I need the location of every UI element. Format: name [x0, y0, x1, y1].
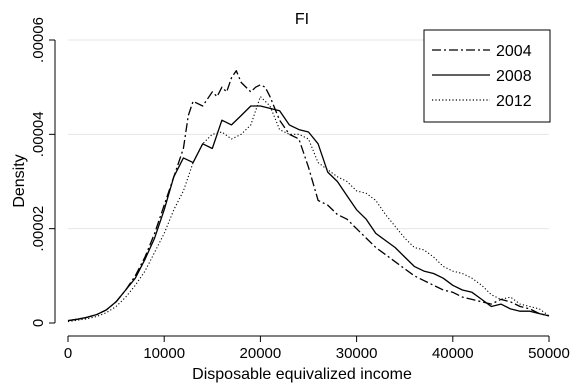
y-tick-label-2: .00004	[30, 111, 47, 157]
y-tick-label-3: .00006	[30, 17, 47, 63]
series-line-2008	[67, 105, 550, 322]
legend-label-2008: 2008	[496, 68, 532, 85]
x-tick-label-3: 30000	[336, 345, 378, 362]
axes: 0 .00002 .00004 .00006 0 10000 20000 30000 40000…	[30, 17, 570, 362]
series-line-2012	[67, 96, 550, 323]
legend: 2004 2008 2012	[423, 29, 551, 123]
legend-label-2004: 2004	[496, 43, 532, 60]
x-axis-title: Disposable equivalized income	[192, 366, 412, 383]
y-tick-label-0: 0	[30, 319, 47, 327]
series-line-2004	[67, 70, 550, 322]
x-tick-label-1: 10000	[143, 345, 185, 362]
x-tick-label-5: 50000	[528, 345, 570, 362]
x-tick-label-2: 20000	[240, 345, 282, 362]
legend-box	[423, 29, 551, 123]
y-axis-title: Density	[11, 154, 28, 207]
series-lines	[67, 70, 550, 323]
chart-title: FI	[295, 11, 309, 28]
x-tick-label-0: 0	[64, 345, 72, 362]
x-tick-label-4: 40000	[432, 345, 474, 362]
legend-label-2012: 2012	[496, 93, 532, 110]
y-tick-label-1: .00002	[30, 206, 47, 252]
